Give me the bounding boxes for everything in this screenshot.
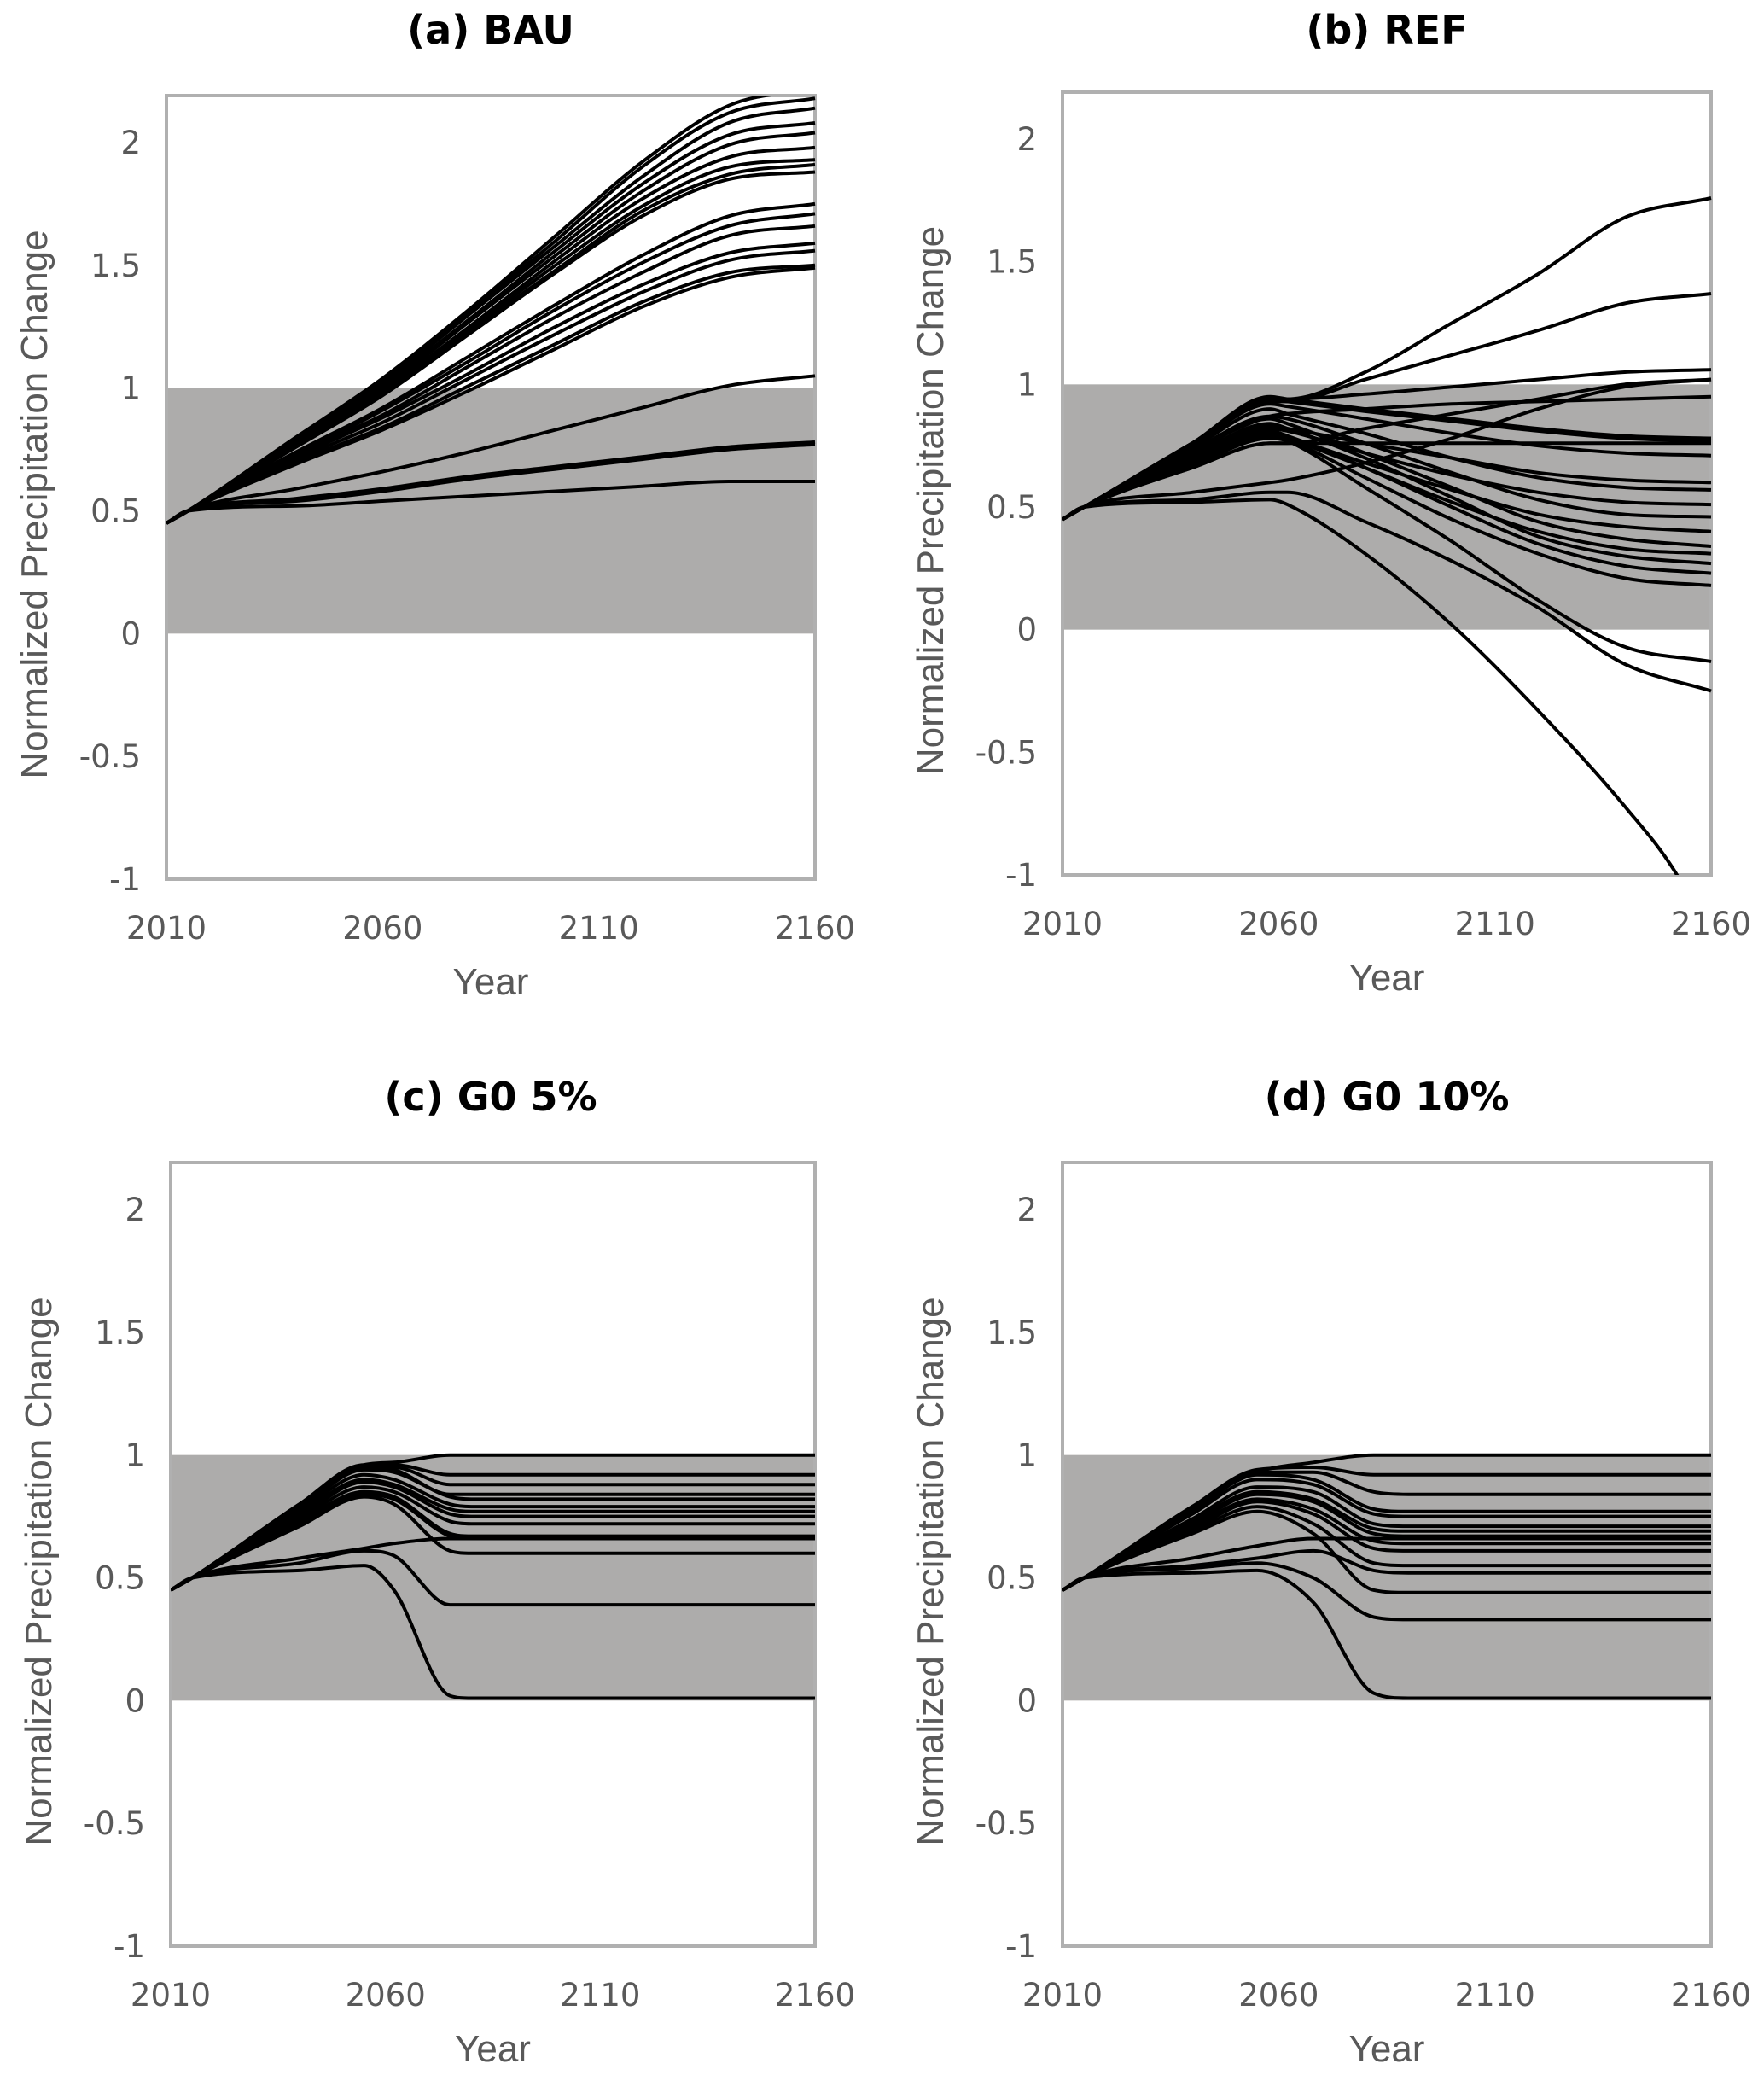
series-line-run-16 [1062, 1568, 1711, 1700]
series-line-run-9 [166, 170, 816, 525]
x-tick-label: 2010 [1022, 1977, 1103, 2014]
y-axis-title: Normalized Precipitation Change [910, 1297, 952, 1845]
plot-2: -1 -0.5 0 0.5 1 1.5 2 2010 2060 2110 2160 Year Norma… [910, 90, 1751, 999]
y-tick-label: 2 [125, 1192, 145, 1228]
x-tick-label: 2160 [1671, 1977, 1751, 2014]
series-line-run-18 [1062, 422, 1712, 566]
y-tick-label: 1.5 [987, 1314, 1037, 1351]
y-tick-label: -0.5 [79, 738, 141, 775]
series-line-run-20 [166, 479, 815, 525]
y-tick-label: 1 [125, 1437, 145, 1474]
plot-frame [1061, 1161, 1713, 1948]
x-tick-label: 2010 [1022, 906, 1103, 942]
series-line-run-5 [1062, 377, 1712, 522]
x-tick-label: 2110 [1455, 1977, 1535, 2014]
panel-title: (b) REF [1306, 7, 1468, 53]
y-tick-label: 0 [125, 1682, 145, 1719]
series-group [1062, 196, 1712, 875]
y-axis-title: Normalized Precipitation Change [910, 226, 952, 775]
y-tick-label: 0.5 [95, 1560, 145, 1597]
y-tick-label: 0.5 [987, 489, 1037, 526]
x-axis-title: Year [1349, 2028, 1425, 2070]
series-line-run-11 [1062, 1536, 1711, 1592]
y-tick-label: -1 [1005, 857, 1037, 894]
x-axis-title: Year [1349, 957, 1425, 999]
y-axis-title: Normalized Precipitation Change [18, 1297, 60, 1845]
y-tick-label: -1 [109, 861, 141, 898]
series-group [166, 96, 816, 525]
plot-3: -1 -0.5 0 0.5 1 1.5 2 2010 2060 2110 2160 Year Norma… [18, 1161, 855, 2070]
series-line-run-21 [1062, 434, 1712, 663]
panel-title: (d) G0 10% [1264, 1074, 1510, 1120]
series-line-run-14 [1062, 1509, 1711, 1594]
series-group [171, 1453, 815, 1700]
y-tick-label: 1.5 [90, 248, 141, 284]
x-tick-label: 2060 [346, 1977, 426, 2014]
series-line-run-18 [166, 440, 816, 525]
y-tick-label: 0 [120, 615, 141, 652]
reference-band [171, 1454, 815, 1701]
series-line-run-16 [166, 265, 816, 525]
y-tick-label: 2 [1016, 1192, 1037, 1228]
x-axis-title: Year [453, 961, 529, 1003]
y-tick-label: 1 [1016, 1437, 1037, 1474]
x-tick-label: 2060 [1238, 906, 1319, 942]
x-tick-label: 2010 [131, 1977, 211, 2014]
plot-4: -1 -0.5 0 0.5 1 1.5 2 2010 2060 2110 2160 Year Norma… [910, 1161, 1751, 2070]
y-tick-label: -1 [114, 1928, 145, 1965]
y-tick-label: 0 [1016, 612, 1037, 649]
x-tick-label: 2060 [1238, 1977, 1319, 2014]
x-tick-label: 2110 [560, 1977, 640, 2014]
series-line-run-19 [166, 442, 816, 525]
y-tick-label: 2 [120, 125, 141, 161]
plot-frame [1061, 90, 1713, 877]
y-tick-label: 1 [120, 370, 141, 407]
reference-band [166, 388, 815, 634]
y-tick-label: -0.5 [84, 1805, 145, 1842]
series-group [1062, 1453, 1711, 1700]
plot-1: -1 -0.5 0 0.5 1 1.5 2 2010 2060 2110 2160 Year Norma… [14, 94, 855, 1003]
x-tick-label: 2160 [1671, 906, 1751, 942]
y-tick-label: -0.5 [975, 734, 1037, 771]
y-axis-title: Normalized Precipitation Change [14, 230, 55, 778]
y-tick-label: 2 [1016, 121, 1037, 158]
y-tick-label: -1 [1005, 1928, 1037, 1965]
series-line-run-23 [1062, 498, 1680, 875]
panel-title: (c) G0 5% [384, 1074, 597, 1120]
y-tick-label: 1 [1016, 366, 1037, 403]
x-tick-label: 2010 [126, 910, 207, 947]
series-line-run-22 [1062, 490, 1712, 693]
x-tick-label: 2160 [775, 910, 855, 947]
x-tick-label: 2060 [342, 910, 422, 947]
series-line-run-17 [166, 374, 816, 525]
y-tick-label: 0.5 [90, 493, 141, 530]
plot-frame [165, 94, 817, 881]
y-tick-label: 0.5 [987, 1560, 1037, 1597]
series-line-run-12 [171, 1495, 815, 1592]
x-axis-title: Year [455, 2028, 531, 2070]
series-line-run-15 [1062, 1561, 1711, 1622]
y-tick-label: 1.5 [95, 1314, 145, 1351]
y-tick-label: -0.5 [975, 1805, 1037, 1842]
series-line-run-14 [171, 1548, 815, 1607]
y-tick-label: 0 [1016, 1682, 1037, 1719]
x-tick-label: 2110 [559, 910, 639, 947]
y-tick-label: 1.5 [987, 244, 1037, 281]
series-line-run-15 [171, 1564, 815, 1700]
x-tick-label: 2110 [1455, 906, 1535, 942]
panel-title: (a) BAU [407, 7, 574, 53]
x-tick-label: 2160 [775, 1977, 855, 2014]
